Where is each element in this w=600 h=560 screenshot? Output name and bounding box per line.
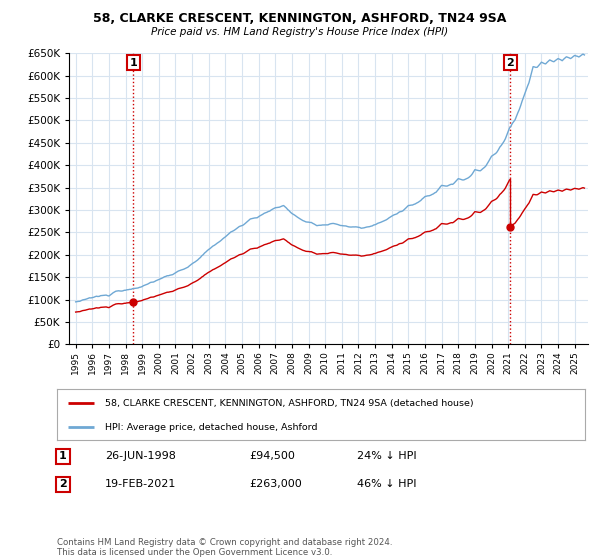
Text: £94,500: £94,500 xyxy=(249,451,295,461)
Text: 19-FEB-2021: 19-FEB-2021 xyxy=(105,479,176,489)
Text: 58, CLARKE CRESCENT, KENNINGTON, ASHFORD, TN24 9SA: 58, CLARKE CRESCENT, KENNINGTON, ASHFORD… xyxy=(94,12,506,25)
Text: Contains HM Land Registry data © Crown copyright and database right 2024.
This d: Contains HM Land Registry data © Crown c… xyxy=(57,538,392,557)
Text: 26-JUN-1998: 26-JUN-1998 xyxy=(105,451,176,461)
Text: 2: 2 xyxy=(59,479,67,489)
Text: 24% ↓ HPI: 24% ↓ HPI xyxy=(357,451,416,461)
Text: 58, CLARKE CRESCENT, KENNINGTON, ASHFORD, TN24 9SA (detached house): 58, CLARKE CRESCENT, KENNINGTON, ASHFORD… xyxy=(104,399,473,408)
Text: 1: 1 xyxy=(130,58,137,68)
Text: £263,000: £263,000 xyxy=(249,479,302,489)
Text: 1: 1 xyxy=(59,451,67,461)
Text: Price paid vs. HM Land Registry's House Price Index (HPI): Price paid vs. HM Land Registry's House … xyxy=(151,27,449,37)
Text: HPI: Average price, detached house, Ashford: HPI: Average price, detached house, Ashf… xyxy=(104,422,317,432)
Text: 46% ↓ HPI: 46% ↓ HPI xyxy=(357,479,416,489)
Text: 2: 2 xyxy=(506,58,514,68)
